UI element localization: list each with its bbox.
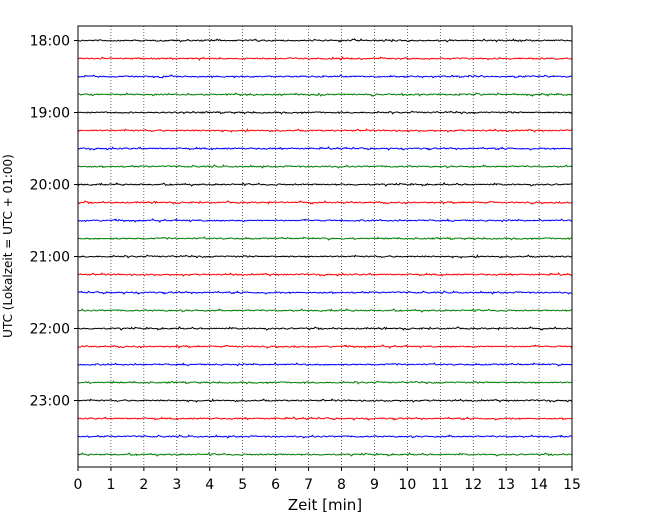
y-tick-label-1900: 19:00 xyxy=(30,106,70,122)
x-tick-label-7: 7 xyxy=(304,477,313,493)
trace-1900 xyxy=(77,110,573,115)
trace-1830 xyxy=(77,74,573,79)
y-axis-label: UTC (Lokalzeit = UTC + 01:00) xyxy=(1,154,15,338)
trace-2015 xyxy=(77,200,573,205)
trace-2100 xyxy=(77,254,573,259)
x-tick-label-2: 2 xyxy=(139,477,148,493)
trace-1945 xyxy=(77,164,573,169)
x-tick-label-13: 13 xyxy=(497,477,515,493)
trace-2300 xyxy=(77,398,573,403)
trace-1915 xyxy=(77,128,573,133)
x-tick-label-15: 15 xyxy=(563,477,581,493)
trace-2200 xyxy=(77,326,573,331)
trace-2045 xyxy=(77,236,573,241)
trace-2345 xyxy=(77,452,573,457)
x-tick-label-4: 4 xyxy=(205,477,214,493)
trace-2115 xyxy=(77,272,573,277)
trace-2230 xyxy=(77,362,573,367)
x-tick-label-0: 0 xyxy=(74,477,83,493)
trace-2215 xyxy=(77,344,573,349)
y-tick-label-2300: 23:00 xyxy=(30,394,70,410)
trace-1845 xyxy=(77,92,573,98)
y-tick-label-2200: 22:00 xyxy=(30,322,70,338)
x-tick-label-8: 8 xyxy=(337,477,346,493)
x-axis-label: Zeit [min] xyxy=(288,496,362,514)
y-tick-label-2000: 20:00 xyxy=(30,178,70,194)
trace-2130 xyxy=(77,290,573,295)
trace-2315 xyxy=(77,416,573,421)
y-axis-ticks: 18:00 19:00 20:00 21:00 22:00 23:00 xyxy=(30,34,78,410)
y-tick-label-1800: 18:00 xyxy=(30,34,70,50)
trace-1930 xyxy=(77,146,573,151)
trace-1800 xyxy=(77,38,573,43)
trace-2000 xyxy=(77,182,573,187)
trace-2245 xyxy=(77,380,573,385)
x-tick-label-14: 14 xyxy=(530,477,548,493)
y-tick-label-2100: 21:00 xyxy=(30,250,70,266)
x-tick-label-12: 12 xyxy=(464,477,482,493)
x-tick-label-10: 10 xyxy=(398,477,416,493)
trace-2330 xyxy=(77,434,573,439)
x-tick-label-9: 9 xyxy=(370,477,379,493)
x-tick-label-6: 6 xyxy=(271,477,280,493)
x-tick-label-5: 5 xyxy=(238,477,247,493)
x-axis-ticks: 0 1 2 3 4 5 6 7 8 9 10 11 12 13 14 15 xyxy=(74,467,581,493)
x-tick-label-3: 3 xyxy=(172,477,181,493)
x-tick-label-1: 1 xyxy=(106,477,115,493)
x-tick-label-11: 11 xyxy=(431,477,449,493)
trace-1815 xyxy=(77,56,573,62)
seismogram-traces xyxy=(77,38,573,457)
plot-frame xyxy=(77,25,573,468)
trace-2030 xyxy=(77,218,573,223)
trace-2145 xyxy=(77,308,573,313)
